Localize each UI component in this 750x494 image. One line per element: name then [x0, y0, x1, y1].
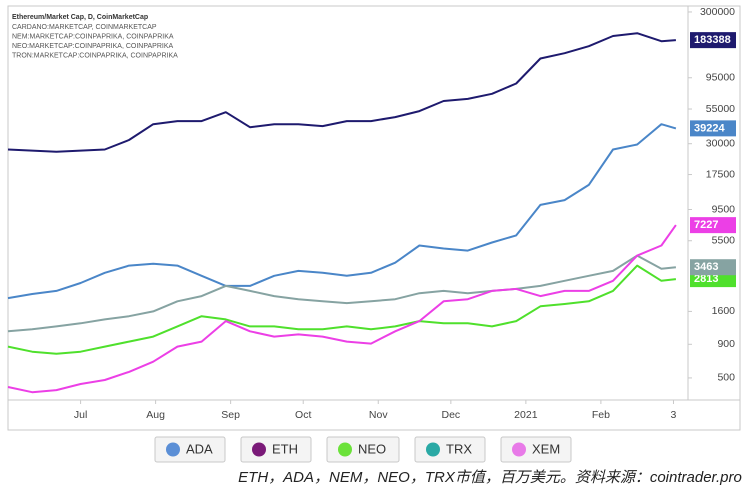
y-tick-label: 95000 [706, 72, 735, 84]
legend-label: TRX [446, 441, 472, 456]
y-tick-label: 900 [717, 338, 735, 350]
legend-marker [426, 442, 440, 457]
last-value-box [690, 259, 736, 276]
legend-marker [166, 442, 180, 457]
legend-marker [338, 442, 352, 457]
y-tick-label: 55000 [706, 103, 735, 115]
source-line: NEM:MARKETCAP:COINPAPRIKA, COINPAPRIKA [12, 33, 174, 40]
source-line: TRON:MARKETCAP:COINPAPRIKA, COINPAPRIKA [12, 52, 178, 59]
x-tick-label: Jul [74, 409, 87, 421]
y-tick-label: 1600 [712, 305, 736, 317]
legend-label: ADA [186, 441, 213, 456]
caption: ETH，ADA，NEM，NEO，TRX市值，百万美元。资料来源：cointrad… [238, 469, 742, 486]
legend-label: NEO [358, 441, 386, 456]
legend-label: XEM [532, 441, 560, 456]
last-value-box [690, 217, 736, 234]
x-tick-label: Oct [295, 409, 311, 421]
series-line [7, 123, 677, 300]
chart-title: Ethereum/Market Cap, D, CoinMarketCap [12, 14, 148, 21]
series-line [7, 254, 677, 333]
legend-marker [512, 442, 526, 457]
last-value-label: 7227 [694, 219, 718, 231]
y-tick-label: 300000 [700, 6, 735, 18]
x-tick-label: Nov [369, 409, 388, 421]
last-value-box [690, 32, 736, 49]
series-line [7, 32, 676, 153]
y-tick-label: 30000 [706, 137, 735, 149]
x-tick-label: Sep [221, 409, 240, 421]
last-value-label: 39224 [694, 122, 725, 134]
last-value-label: 183388 [694, 34, 731, 46]
x-tick-label: Aug [146, 409, 165, 421]
y-tick-label: 5500 [712, 235, 736, 247]
series-line [7, 224, 677, 394]
last-value-label: 3463 [694, 261, 718, 273]
source-line: NEO:MARKETCAP:COINPAPRIKA, COINPAPRIKA [12, 43, 173, 50]
x-tick-label: 3 [671, 409, 677, 421]
x-tick-label: 2021 [514, 409, 538, 421]
last-value-box [690, 120, 736, 137]
chart-frame [7, 5, 741, 431]
source-line: CARDANO:MARKETCAP, COINMARKETCAP [12, 24, 157, 31]
y-tick-label: 9500 [712, 203, 736, 215]
legend-marker [252, 442, 266, 457]
x-tick-label: Feb [592, 409, 610, 421]
y-tick-label: 17500 [706, 168, 735, 180]
legend-label: ETH [272, 441, 298, 456]
last-value-label: 2813 [694, 273, 718, 285]
series-line [7, 264, 677, 355]
x-tick-label: Dec [442, 409, 461, 421]
y-tick-label: 500 [717, 372, 735, 384]
